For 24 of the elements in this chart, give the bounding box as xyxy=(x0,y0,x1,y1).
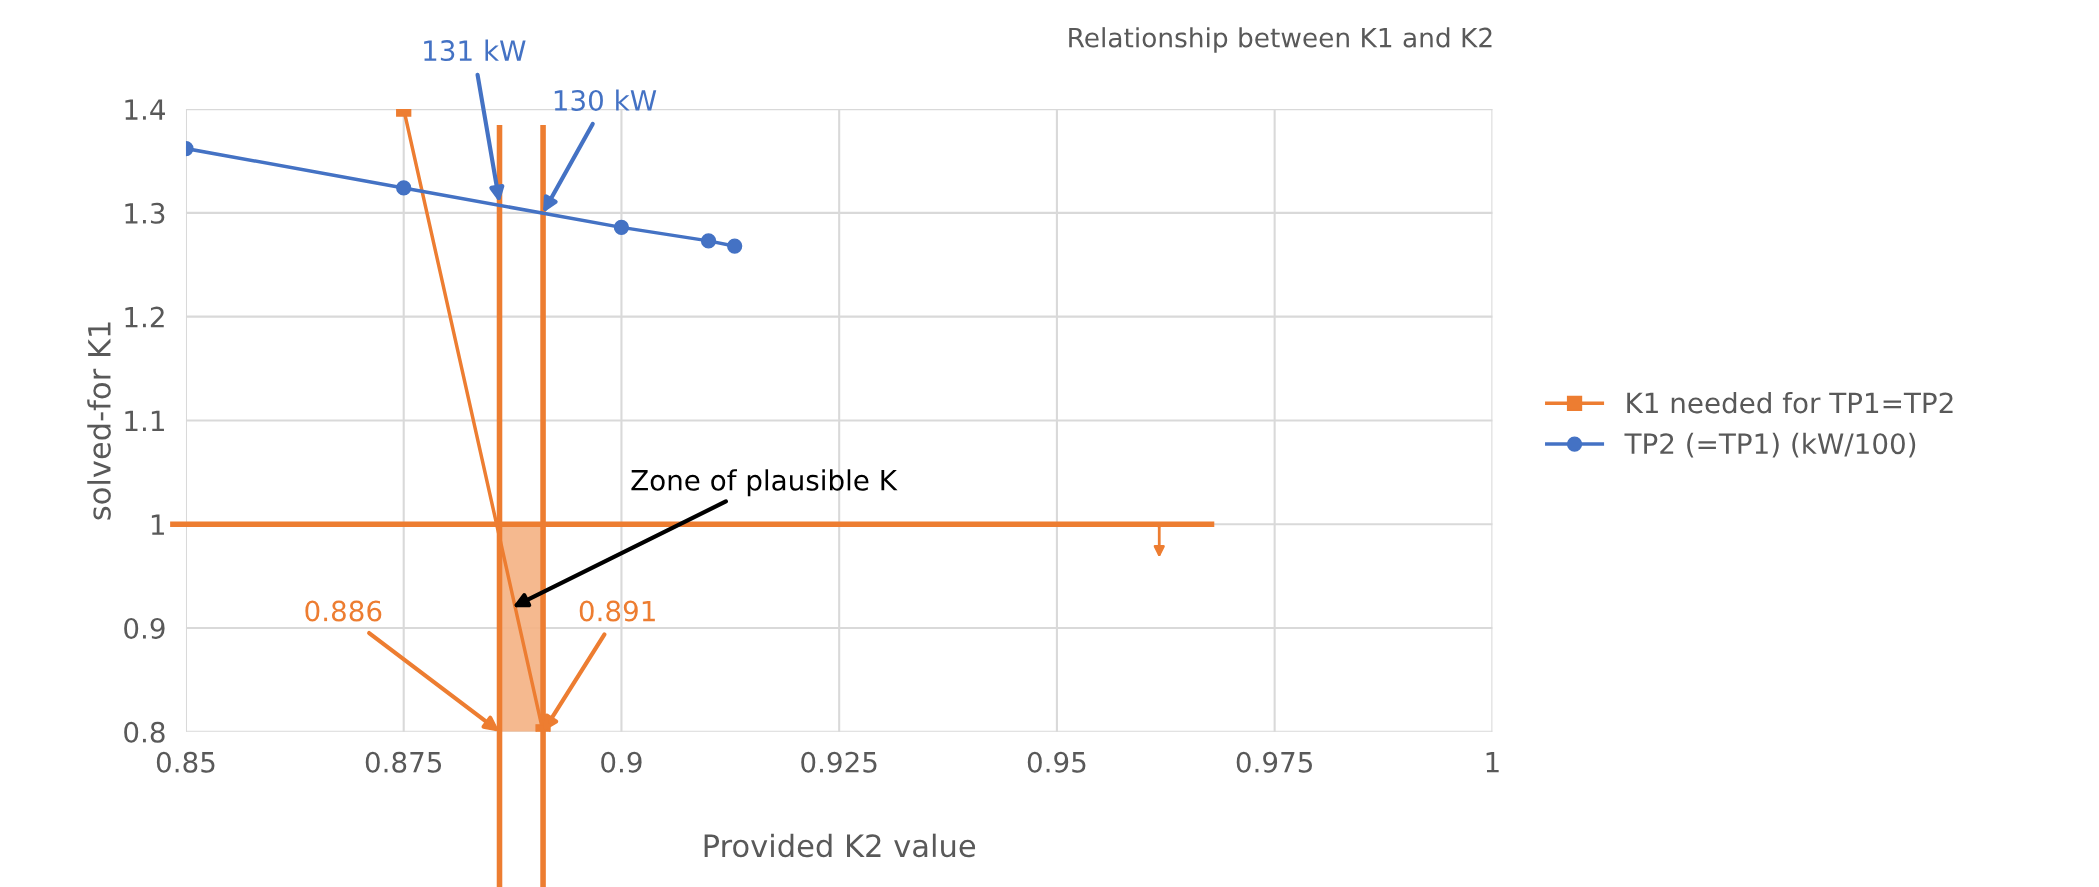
y-tick-label: 1.1 xyxy=(125,410,164,431)
x-tick-label: 0.925 xyxy=(801,751,877,773)
y-axis-title: solved-for K1 xyxy=(87,322,111,520)
y-tick-label: 1.2 xyxy=(125,306,164,328)
legend-label: TP2 (=TP1) (kW/100) xyxy=(1624,432,1916,458)
y-tick-label: 0.9 xyxy=(124,617,165,639)
y-tick-label: 1 xyxy=(151,514,164,535)
annotation: 0.891 xyxy=(579,600,655,622)
annotation: Zone of plausible K xyxy=(631,469,898,497)
annotation: 131 kW xyxy=(424,39,526,62)
x-tick-label: 0.95 xyxy=(1027,751,1086,773)
y-tick-label: 1.3 xyxy=(125,202,165,224)
x-axis-title: Provided K2 value xyxy=(704,833,976,858)
annotation: 0.886 xyxy=(305,600,382,622)
x-tick-label: 0.975 xyxy=(1236,751,1312,773)
x-tick-label: 0.875 xyxy=(365,751,442,773)
y-tick-label: 0.8 xyxy=(124,721,165,743)
x-tick-label: 1 xyxy=(1486,752,1499,773)
x-tick-label: 0.85 xyxy=(156,751,215,773)
y-tick-label: 1.4 xyxy=(125,99,165,120)
x-tick-label: 0.9 xyxy=(601,751,642,773)
legend-label: K1 needed for TP1=TP2 xyxy=(1627,391,1953,414)
chart-title: Relationship between K1 and K2 xyxy=(1069,27,1492,53)
annotation: 130 kW xyxy=(554,89,657,111)
